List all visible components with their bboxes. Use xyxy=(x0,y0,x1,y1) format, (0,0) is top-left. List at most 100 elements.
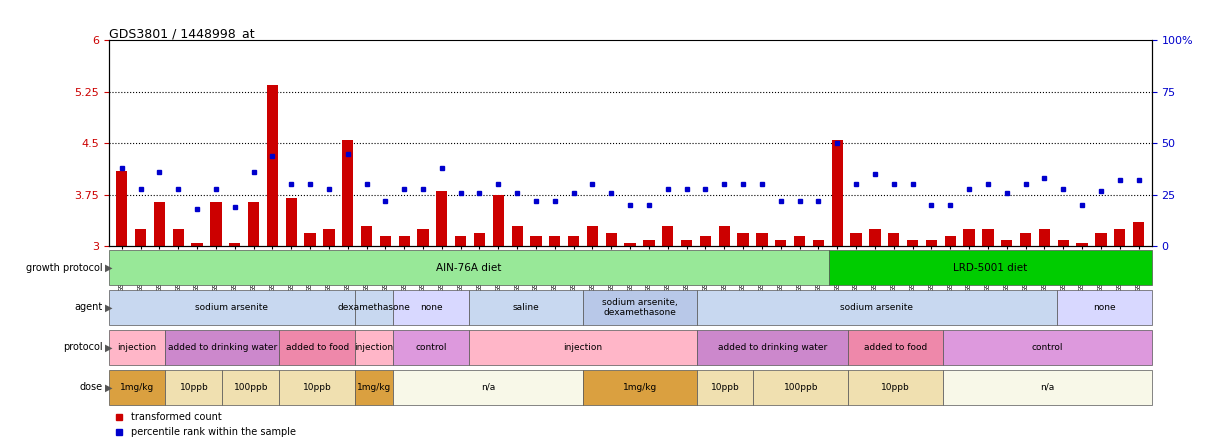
Text: ▶: ▶ xyxy=(105,342,112,353)
FancyBboxPatch shape xyxy=(280,370,355,405)
FancyBboxPatch shape xyxy=(697,290,1056,325)
Text: n/a: n/a xyxy=(1041,383,1054,392)
Text: injection: injection xyxy=(355,343,393,352)
Bar xyxy=(850,233,862,246)
Text: 10ppb: 10ppb xyxy=(180,383,209,392)
FancyBboxPatch shape xyxy=(393,370,582,405)
Bar xyxy=(1077,243,1088,246)
Bar xyxy=(926,240,937,246)
FancyBboxPatch shape xyxy=(109,330,165,365)
Bar xyxy=(531,236,541,246)
Bar xyxy=(681,240,692,246)
Text: ▶: ▶ xyxy=(105,262,112,273)
Bar xyxy=(493,195,504,246)
FancyBboxPatch shape xyxy=(469,290,582,325)
Text: growth protocol: growth protocol xyxy=(25,262,103,273)
Bar xyxy=(248,202,259,246)
Bar xyxy=(813,240,824,246)
Text: GDS3801 / 1448998_at: GDS3801 / 1448998_at xyxy=(109,27,254,40)
Text: added to drinking water: added to drinking water xyxy=(168,343,277,352)
Bar xyxy=(116,171,128,246)
Bar xyxy=(794,236,806,246)
Bar xyxy=(361,226,373,246)
Text: sodium arsenite: sodium arsenite xyxy=(195,303,268,312)
Text: control: control xyxy=(1031,343,1064,352)
Text: AIN-76A diet: AIN-76A diet xyxy=(437,262,502,273)
Bar xyxy=(210,202,222,246)
Text: n/a: n/a xyxy=(481,383,494,392)
Text: dexamethasone: dexamethasone xyxy=(338,303,410,312)
Bar xyxy=(756,233,767,246)
FancyBboxPatch shape xyxy=(165,370,222,405)
Bar xyxy=(398,236,410,246)
Bar xyxy=(1001,240,1012,246)
FancyBboxPatch shape xyxy=(943,370,1152,405)
Text: ▶: ▶ xyxy=(105,302,112,313)
Text: percentile rank within the sample: percentile rank within the sample xyxy=(131,427,297,437)
Text: added to drinking water: added to drinking water xyxy=(718,343,827,352)
Bar xyxy=(605,233,617,246)
Bar xyxy=(870,229,880,246)
Text: 1mg/kg: 1mg/kg xyxy=(622,383,657,392)
Text: protocol: protocol xyxy=(63,342,103,353)
Text: 10ppb: 10ppb xyxy=(303,383,332,392)
FancyBboxPatch shape xyxy=(943,330,1152,365)
Text: added to food: added to food xyxy=(286,343,349,352)
Text: control: control xyxy=(415,343,446,352)
FancyBboxPatch shape xyxy=(355,290,393,325)
Bar xyxy=(775,240,786,246)
FancyBboxPatch shape xyxy=(165,330,280,365)
Bar xyxy=(1114,229,1125,246)
Bar xyxy=(343,140,353,246)
FancyBboxPatch shape xyxy=(848,330,943,365)
Text: added to food: added to food xyxy=(863,343,927,352)
Bar xyxy=(1132,222,1144,246)
FancyBboxPatch shape xyxy=(355,370,393,405)
FancyBboxPatch shape xyxy=(848,370,943,405)
Bar xyxy=(643,240,655,246)
Text: sodium arsenite,
dexamethasone: sodium arsenite, dexamethasone xyxy=(602,298,678,317)
Text: 1mg/kg: 1mg/kg xyxy=(357,383,391,392)
Bar xyxy=(267,85,279,246)
Bar xyxy=(982,229,994,246)
FancyBboxPatch shape xyxy=(222,370,280,405)
Bar xyxy=(286,198,297,246)
Bar xyxy=(304,233,316,246)
Bar xyxy=(323,229,334,246)
Bar xyxy=(229,243,240,246)
Bar xyxy=(511,226,523,246)
Bar xyxy=(888,233,900,246)
Text: 1mg/kg: 1mg/kg xyxy=(119,383,154,392)
FancyBboxPatch shape xyxy=(280,330,355,365)
Bar xyxy=(568,236,579,246)
Bar xyxy=(172,229,183,246)
FancyBboxPatch shape xyxy=(109,250,830,285)
Text: transformed count: transformed count xyxy=(131,412,222,422)
FancyBboxPatch shape xyxy=(393,330,469,365)
Text: 10ppb: 10ppb xyxy=(710,383,739,392)
FancyBboxPatch shape xyxy=(754,370,848,405)
Bar xyxy=(662,226,673,246)
FancyBboxPatch shape xyxy=(697,370,754,405)
Bar xyxy=(437,191,447,246)
Text: 100ppb: 100ppb xyxy=(234,383,268,392)
Text: injection: injection xyxy=(117,343,157,352)
Bar xyxy=(699,236,712,246)
Bar xyxy=(832,140,843,246)
FancyBboxPatch shape xyxy=(582,290,697,325)
Text: LRD-5001 diet: LRD-5001 diet xyxy=(954,262,1028,273)
Text: agent: agent xyxy=(75,302,103,313)
Bar xyxy=(964,229,974,246)
Bar xyxy=(1095,233,1107,246)
FancyBboxPatch shape xyxy=(355,330,393,365)
Bar xyxy=(1020,233,1031,246)
Text: ▶: ▶ xyxy=(105,382,112,392)
Bar xyxy=(1058,240,1069,246)
Bar xyxy=(192,243,203,246)
Bar xyxy=(455,236,467,246)
Bar xyxy=(417,229,428,246)
Text: saline: saline xyxy=(513,303,539,312)
Bar xyxy=(587,226,598,246)
Bar xyxy=(1038,229,1050,246)
Text: sodium arsenite: sodium arsenite xyxy=(841,303,913,312)
